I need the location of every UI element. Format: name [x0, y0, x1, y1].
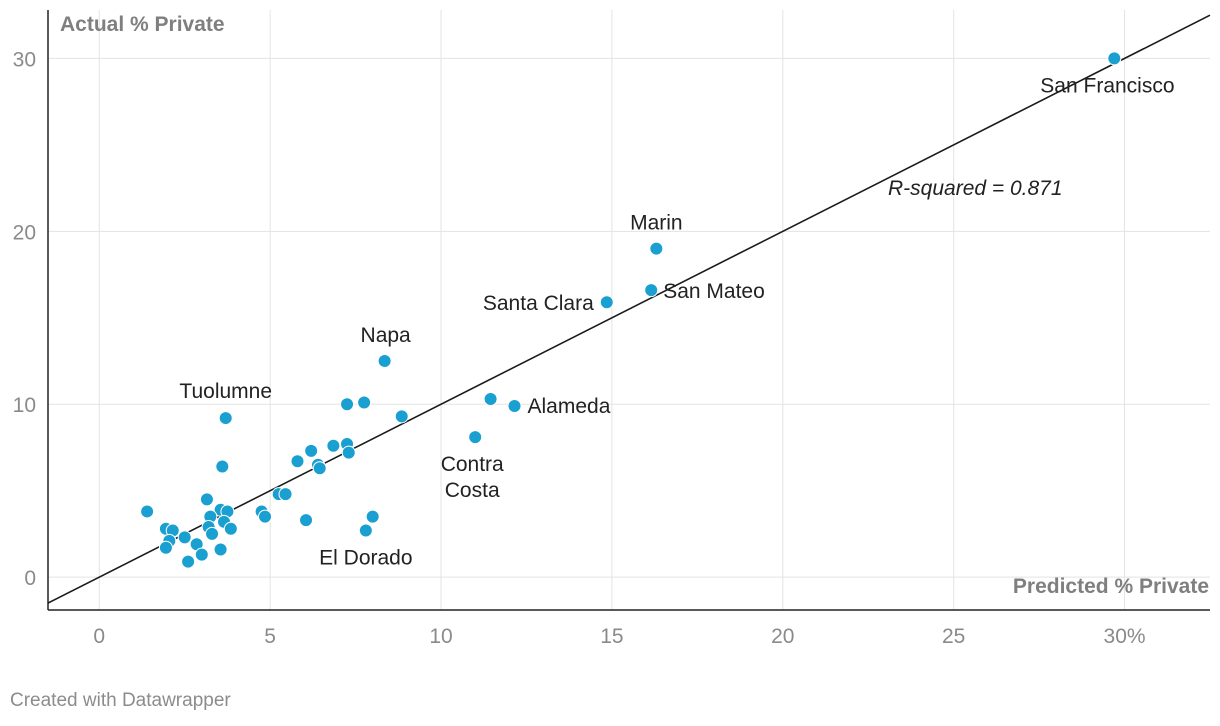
data-point: [258, 509, 273, 524]
point-label: Santa Clara: [483, 292, 594, 315]
credit-footer: Created with Datawrapper: [10, 690, 231, 711]
data-point: [340, 397, 355, 412]
data-point: [213, 542, 228, 557]
y-tick-label: 10: [13, 394, 36, 417]
data-point: [194, 547, 209, 562]
point-label: Contra Costa: [441, 453, 504, 502]
point-label: Marin: [630, 212, 683, 235]
point-layer: [140, 51, 1122, 569]
data-point: [218, 411, 233, 426]
x-tick-label: 5: [264, 625, 276, 648]
point-label: San Francisco: [1040, 74, 1174, 97]
x-tick-label: 10: [429, 625, 452, 648]
data-point: [140, 504, 155, 519]
data-point: [326, 438, 341, 453]
data-point: [177, 530, 192, 545]
data-point: [278, 487, 293, 502]
point-label: Tuolumne: [179, 380, 272, 403]
x-tick-label: 20: [771, 625, 794, 648]
data-point: [158, 540, 173, 555]
x-tick-label: 0: [93, 625, 105, 648]
y-tick-label: 0: [24, 567, 36, 590]
trend-line: [47, 14, 1211, 604]
r-squared-annotation: R-squared = 0.871: [888, 177, 1063, 200]
x-tick-label: 25: [942, 625, 965, 648]
data-point: [394, 409, 409, 424]
point-label: Napa: [361, 324, 412, 347]
data-point: [181, 554, 196, 569]
x-tick-label: 30%: [1104, 625, 1146, 648]
data-point: [649, 241, 664, 256]
data-point: [358, 523, 373, 538]
data-point: [357, 395, 372, 410]
point-label: El Dorado: [319, 546, 412, 569]
data-point: [1107, 51, 1122, 66]
trend-layer: [47, 14, 1211, 604]
data-point: [377, 354, 392, 369]
y-axis-title: Actual % Private: [60, 13, 225, 36]
data-point: [312, 461, 327, 476]
data-point: [304, 443, 319, 458]
data-point: [199, 492, 214, 507]
x-axis-title: Predicted % Private: [1013, 575, 1209, 598]
data-point: [290, 454, 305, 469]
data-point: [599, 295, 614, 310]
scatter-chart: San Francisco Marin San Mateo Santa Clara Na…: [13, 10, 1211, 648]
data-point: [299, 513, 314, 528]
data-point: [507, 398, 522, 413]
y-tick-label: 20: [13, 221, 36, 244]
data-point: [341, 445, 356, 460]
label-layer: San Francisco Marin San Mateo Santa Clara Na…: [179, 74, 1174, 569]
x-tick-label: 15: [600, 625, 623, 648]
y-tick-label: 30: [13, 48, 36, 71]
tick-layer: 0 5 10 15 20 25 30% 0 10 20 30: [13, 48, 1146, 648]
data-point: [215, 459, 230, 474]
data-point: [365, 509, 380, 524]
data-point: [205, 526, 220, 541]
point-label: San Mateo: [663, 280, 765, 303]
grid-layer: [47, 10, 1210, 611]
data-point: [223, 521, 238, 536]
data-point: [468, 430, 483, 445]
data-point: [644, 283, 659, 298]
point-label: Alameda: [528, 395, 611, 418]
data-point: [483, 392, 498, 407]
